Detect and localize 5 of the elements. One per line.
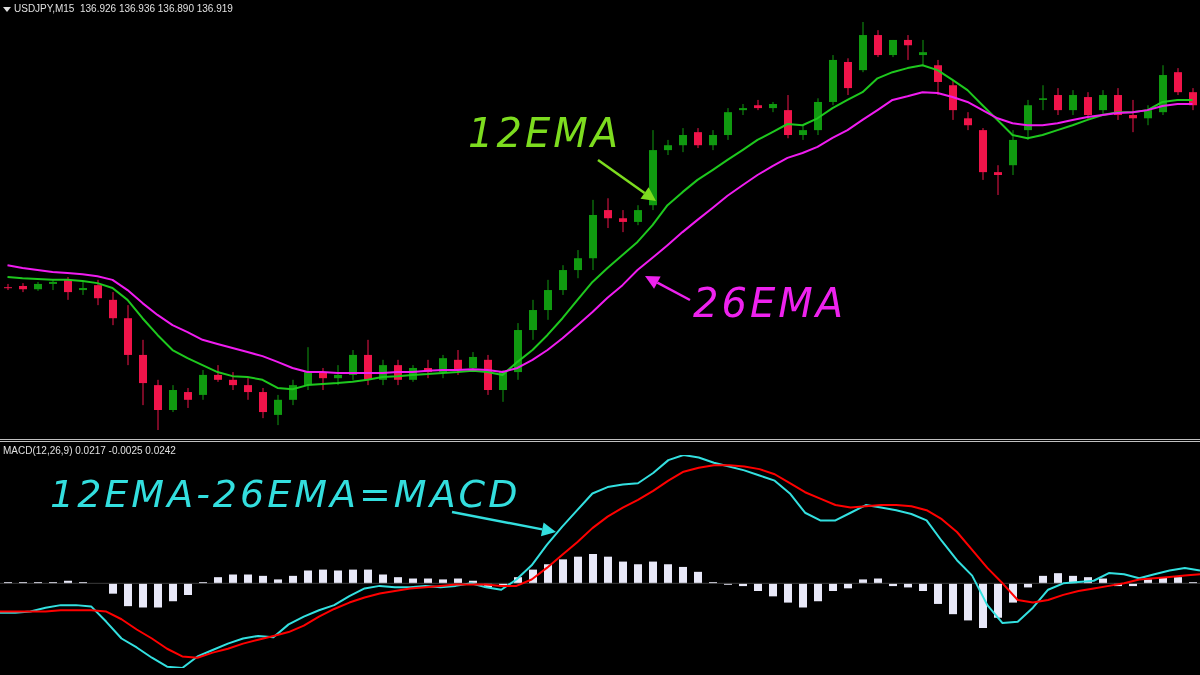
annotation: 26EMA: [693, 280, 847, 326]
annotation: 12EMA-26EMA=MACD: [50, 472, 521, 516]
chart-title: MACD(12,26,9) 0.0217 -0.0025 0.0242: [3, 445, 176, 456]
annotation: 12EMA: [468, 110, 622, 156]
chart-title: USDJPY,M15 136.926 136.936 136.890 136.919: [14, 3, 233, 14]
